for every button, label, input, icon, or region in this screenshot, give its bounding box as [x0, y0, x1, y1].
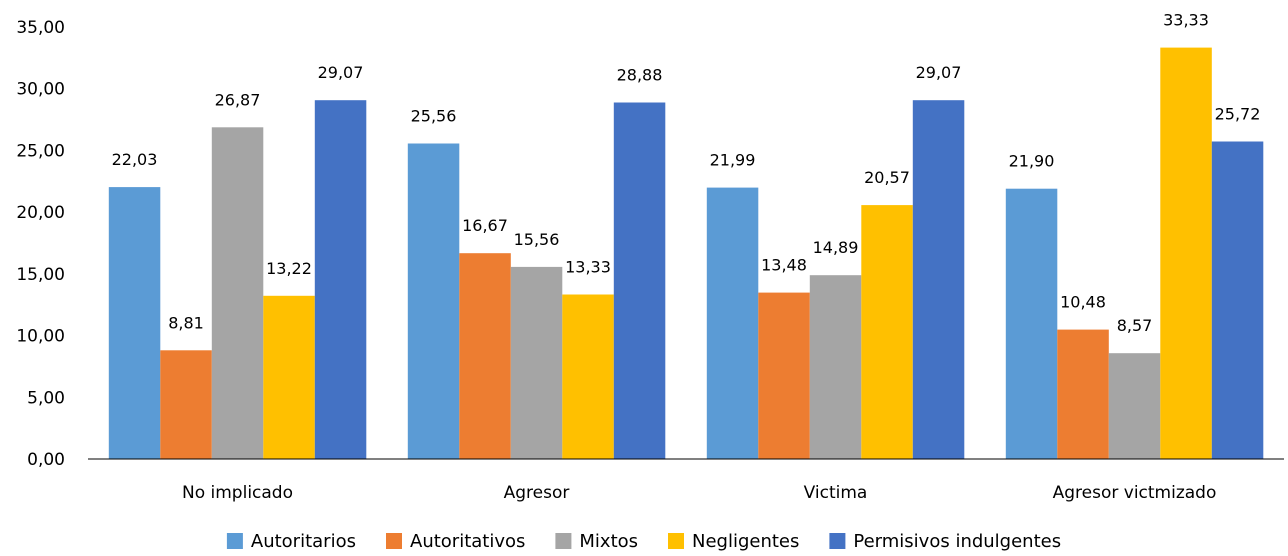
bar	[510, 266, 563, 459]
data-label: 25,72	[1215, 105, 1261, 124]
legend-item: Negligentes	[668, 531, 799, 552]
data-label: 22,03	[112, 150, 158, 169]
y-tick-label: 25,00	[16, 141, 65, 161]
data-label: 8,81	[168, 313, 204, 332]
bar	[613, 102, 666, 459]
data-label: 16,67	[462, 216, 508, 235]
bar	[211, 127, 264, 460]
data-label: 33,33	[1163, 11, 1209, 30]
data-label: 29,07	[916, 63, 962, 82]
category-label: Victima	[804, 483, 868, 503]
bar	[459, 253, 511, 459]
bar	[562, 294, 614, 459]
data-label: 25,56	[411, 107, 457, 126]
legend-label: Permisivos indulgentes	[853, 531, 1061, 552]
y-axis-ticks: 0,00 5,00 10,00 15,00 20,00 25,00 30,00 35,00	[16, 18, 65, 470]
y-tick-label: 20,00	[16, 203, 65, 223]
y-tick-label: 30,00	[16, 80, 65, 100]
bars	[108, 47, 1264, 460]
data-label: 10,48	[1060, 293, 1106, 312]
bar	[108, 187, 161, 459]
bar	[809, 275, 862, 459]
legend-swatch	[668, 533, 684, 549]
category-labels: No implicado Agresor Victima Agresor victmi…	[182, 483, 1216, 503]
bar	[1211, 141, 1264, 459]
legend-swatch	[226, 533, 243, 549]
legend-label: Mixtos	[579, 531, 638, 552]
bar	[1108, 353, 1161, 459]
y-tick-label: 35,00	[16, 18, 65, 38]
data-label: 8,57	[1117, 316, 1153, 335]
legend-item: Autoritativos	[386, 531, 525, 552]
legend-item: Permisivos indulgentes	[829, 531, 1061, 552]
category-label: Agresor	[504, 483, 570, 503]
legend-swatch	[555, 533, 572, 549]
y-tick-label: 15,00	[16, 265, 65, 285]
data-label: 13,22	[266, 259, 312, 278]
bar	[160, 350, 212, 459]
data-label: 21,90	[1009, 152, 1055, 171]
y-tick-label: 10,00	[16, 327, 65, 347]
bar	[1057, 329, 1109, 459]
data-label: 28,88	[617, 66, 663, 85]
data-label: 15,56	[514, 230, 560, 249]
data-label: 20,57	[864, 168, 910, 187]
data-label: 29,07	[318, 63, 364, 82]
legend-item: Mixtos	[555, 531, 638, 552]
bar	[861, 205, 913, 459]
data-label: 13,33	[565, 258, 611, 277]
bar	[758, 292, 810, 459]
legend-label: Autoritarios	[251, 531, 356, 552]
legend: Autoritarios Autoritativos Mixtos Negligent…	[226, 531, 1061, 552]
y-tick-label: 5,00	[27, 388, 65, 408]
legend-item: Autoritarios	[226, 531, 356, 552]
bar	[912, 100, 965, 459]
bar	[407, 143, 460, 459]
bar	[263, 295, 315, 459]
bar	[314, 100, 367, 459]
legend-swatch	[386, 533, 402, 549]
bar	[1005, 188, 1058, 459]
data-label: 13,48	[761, 256, 807, 275]
bar	[706, 187, 759, 459]
bar	[1160, 47, 1212, 459]
legend-label: Autoritativos	[410, 531, 525, 552]
data-label: 26,87	[215, 90, 261, 109]
data-label: 14,89	[813, 238, 859, 257]
data-label: 21,99	[710, 151, 756, 170]
category-label: No implicado	[182, 483, 293, 503]
category-label: Agresor victmizado	[1053, 483, 1217, 503]
legend-label: Negligentes	[692, 531, 799, 552]
y-tick-label: 0,00	[27, 450, 65, 470]
data-labels: 22,03 8,81 26,87 13,22 29,07 25,56 16,67 15,56 1…	[112, 11, 1261, 336]
legend-swatch	[829, 533, 846, 549]
